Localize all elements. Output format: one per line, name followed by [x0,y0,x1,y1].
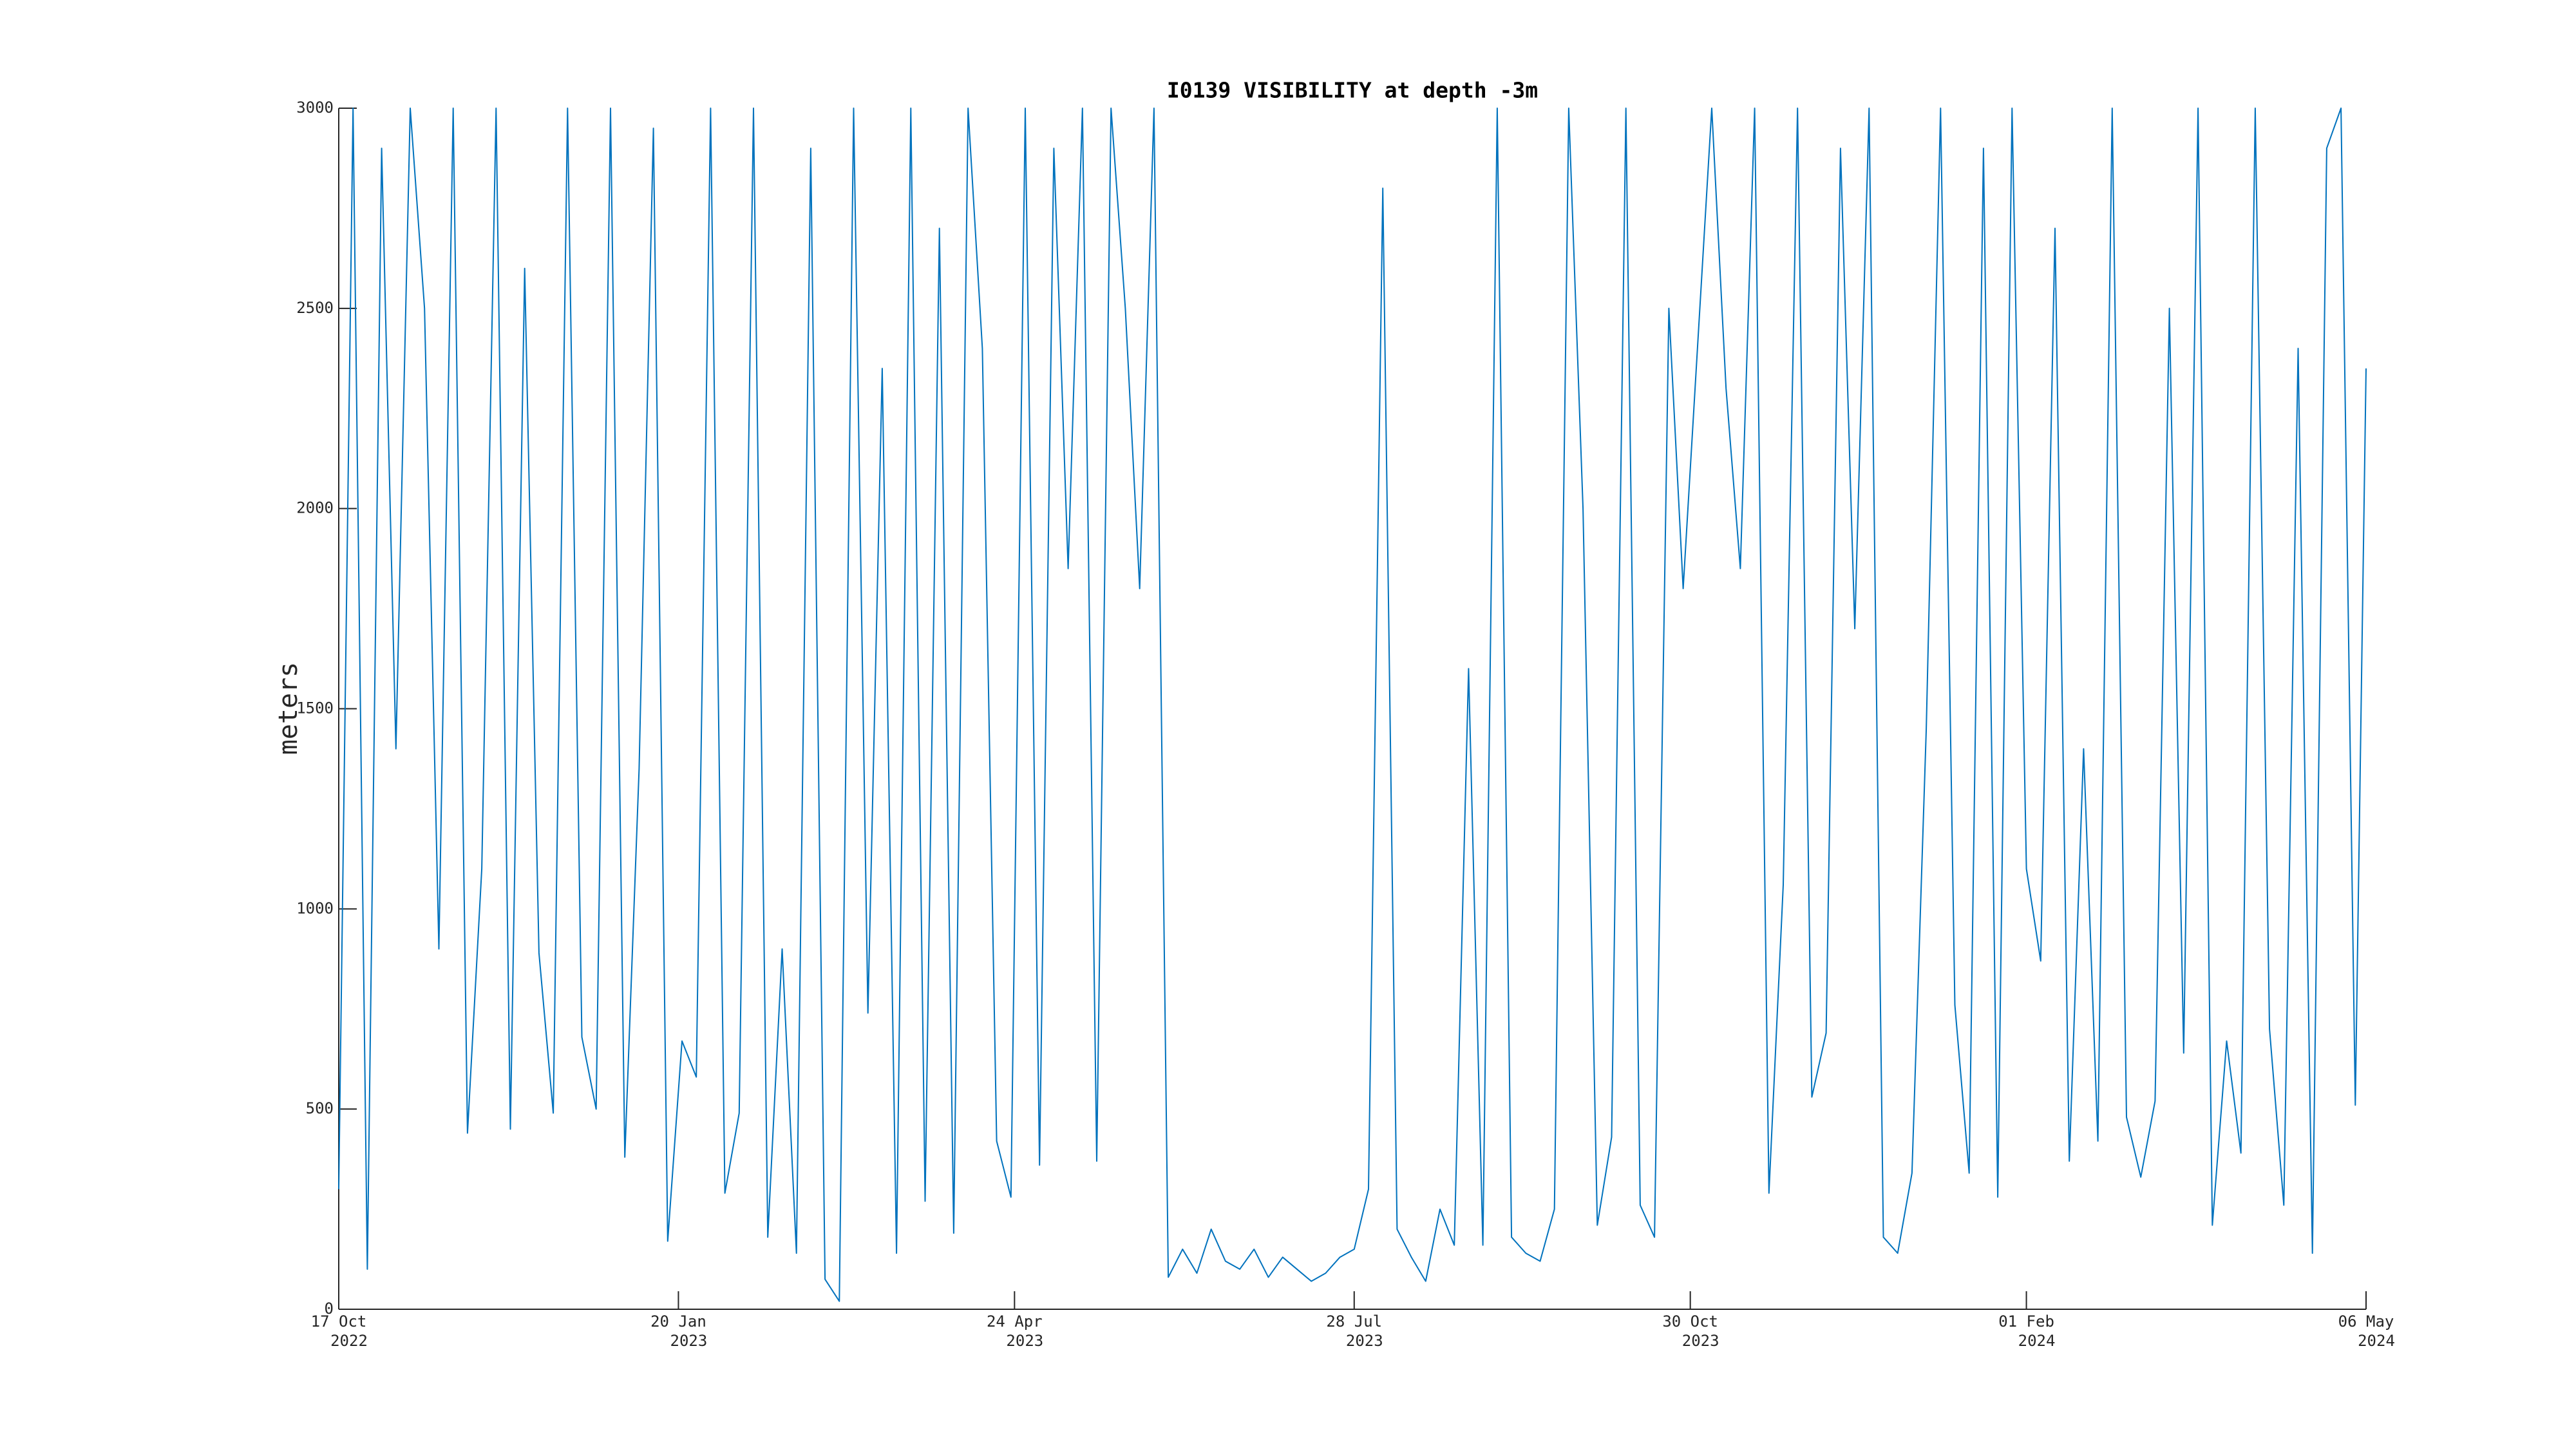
x-tick-label: 01 Feb [1998,1312,2054,1331]
y-tick-label: 2000 [296,499,334,517]
y-tick-label: 500 [306,1099,334,1117]
x-tick-label: 20 Jan [650,1312,706,1331]
y-tick-label: 1500 [296,699,334,717]
x-tick-label: 2023 [1006,1332,1043,1350]
x-tick-label: 17 Oct [311,1312,367,1331]
y-axis-label: meters [274,662,303,755]
x-tick-label: 30 Oct [1662,1312,1718,1331]
data-line [338,108,2367,1302]
y-tick-label: 0 [325,1300,334,1318]
x-tick-label: 2023 [1682,1332,1719,1350]
x-tick-label: 2022 [330,1332,368,1350]
y-tick-label: 2500 [296,299,334,317]
x-tick-label: 2024 [2358,1332,2395,1350]
x-tick-label: 2024 [2018,1332,2056,1350]
y-tick-label: 3000 [296,99,334,117]
x-tick-label: 06 May [2338,1312,2394,1331]
y-tick-label: 1000 [296,899,334,917]
x-tick-label: 24 Apr [987,1312,1043,1331]
x-tick-label: 2023 [670,1332,708,1350]
x-tick-label: 2023 [1346,1332,1383,1350]
chart-title: I0139 VISIBILITY at depth -3m [1167,78,1538,103]
x-tick-label: 28 Jul [1326,1312,1382,1331]
